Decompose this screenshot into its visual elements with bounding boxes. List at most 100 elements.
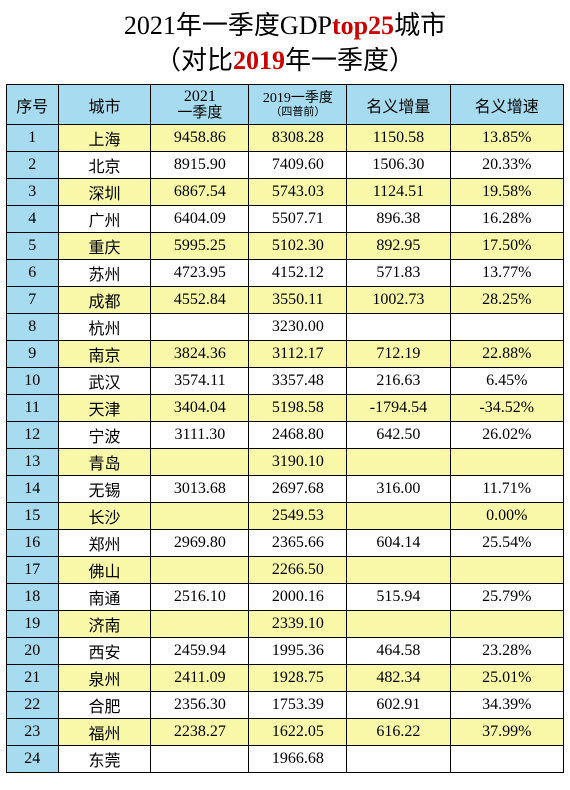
cell-city: 西安 <box>58 638 151 665</box>
table-row: 12宁波3111.302468.80642.5026.02% <box>7 422 564 449</box>
cell-city: 深圳 <box>58 179 151 206</box>
cell-rate: -34.52% <box>450 395 564 422</box>
cell-inc: 482.34 <box>347 665 450 692</box>
cell-city: 无锡 <box>58 476 151 503</box>
cell-inc: 515.94 <box>347 584 450 611</box>
cell-city: 福州 <box>58 719 151 746</box>
cell-idx: 18 <box>7 584 59 611</box>
table-row: 15长沙2549.530.00% <box>7 503 564 530</box>
cell-inc: 616.22 <box>347 719 450 746</box>
cell-q2019: 5507.71 <box>249 206 347 233</box>
table-row: 23福州2238.271622.05616.2237.99% <box>7 719 564 746</box>
cell-q2019: 3112.17 <box>249 341 347 368</box>
cell-city: 东莞 <box>58 746 151 773</box>
table-row: 17佛山2266.50 <box>7 557 564 584</box>
title-1-accent: top25 <box>332 11 394 40</box>
cell-rate: 25.54% <box>450 530 564 557</box>
cell-idx: 13 <box>7 449 59 476</box>
cell-q2021 <box>151 557 249 584</box>
cell-city: 宁波 <box>58 422 151 449</box>
cell-city: 泉州 <box>58 665 151 692</box>
cell-rate: 16.28% <box>450 206 564 233</box>
table-row: 7成都4552.843550.111002.7328.25% <box>7 287 564 314</box>
cell-inc <box>347 746 450 773</box>
cell-city: 北京 <box>58 152 151 179</box>
table-row: 21泉州2411.091928.75482.3425.01% <box>7 665 564 692</box>
cell-q2019: 2549.53 <box>249 503 347 530</box>
table-row: 18南通2516.102000.16515.9425.79% <box>7 584 564 611</box>
cell-q2019: 7409.60 <box>249 152 347 179</box>
cell-inc: 604.14 <box>347 530 450 557</box>
cell-rate: 22.88% <box>450 341 564 368</box>
cell-rate: 25.79% <box>450 584 564 611</box>
cell-inc: 892.95 <box>347 233 450 260</box>
cell-q2021: 8915.90 <box>151 152 249 179</box>
cell-inc: 1124.51 <box>347 179 450 206</box>
cell-q2021 <box>151 611 249 638</box>
cell-inc: -1794.54 <box>347 395 450 422</box>
cell-rate <box>450 746 564 773</box>
cell-q2021: 2969.80 <box>151 530 249 557</box>
cell-rate: 13.77% <box>450 260 564 287</box>
cell-idx: 10 <box>7 368 59 395</box>
col-header-rate: 名义增速 <box>450 85 564 125</box>
cell-city: 青岛 <box>58 449 151 476</box>
table-row: 3深圳6867.545743.031124.5119.58% <box>7 179 564 206</box>
cell-q2019: 2468.80 <box>249 422 347 449</box>
cell-q2021: 2411.09 <box>151 665 249 692</box>
cell-q2019: 1928.75 <box>249 665 347 692</box>
cell-q2021: 9458.86 <box>151 125 249 152</box>
cell-inc <box>347 314 450 341</box>
cell-rate: 0.00% <box>450 503 564 530</box>
table-row: 2北京8915.907409.601506.3020.33% <box>7 152 564 179</box>
col-header-inc: 名义增量 <box>347 85 450 125</box>
cell-inc <box>347 611 450 638</box>
cell-idx: 3 <box>7 179 59 206</box>
cell-q2021: 3574.11 <box>151 368 249 395</box>
table-row: 4广州6404.095507.71896.3816.28% <box>7 206 564 233</box>
cell-idx: 17 <box>7 557 59 584</box>
cell-inc: 1506.30 <box>347 152 450 179</box>
cell-rate: 34.39% <box>450 692 564 719</box>
cell-idx: 15 <box>7 503 59 530</box>
cell-rate: 17.50% <box>450 233 564 260</box>
table-header: 序号城市2021一季度2019一季度（四普前）名义增量名义增速 <box>7 85 564 125</box>
table-row: 22合肥2356.301753.39602.9134.39% <box>7 692 564 719</box>
cell-rate: 25.01% <box>450 665 564 692</box>
table-row: 19济南2339.10 <box>7 611 564 638</box>
cell-q2021 <box>151 314 249 341</box>
table-row: 16郑州2969.802365.66604.1425.54% <box>7 530 564 557</box>
cell-city: 成都 <box>58 287 151 314</box>
title-line-1: 2021年一季度GDPtop25城市 <box>6 8 564 43</box>
cell-idx: 11 <box>7 395 59 422</box>
cell-q2019: 5743.03 <box>249 179 347 206</box>
cell-idx: 2 <box>7 152 59 179</box>
cell-q2019: 2266.50 <box>249 557 347 584</box>
col-header-q2019: 2019一季度（四普前） <box>249 85 347 125</box>
cell-rate <box>450 314 564 341</box>
cell-q2021 <box>151 449 249 476</box>
cell-q2021: 4552.84 <box>151 287 249 314</box>
cell-city: 广州 <box>58 206 151 233</box>
table-row: 9南京3824.363112.17712.1922.88% <box>7 341 564 368</box>
cell-inc: 602.91 <box>347 692 450 719</box>
cell-inc: 571.83 <box>347 260 450 287</box>
cell-rate: 23.28% <box>450 638 564 665</box>
col-2019-sub: （四普前） <box>251 106 344 118</box>
title-line-2: （对比2019年一季度） <box>6 43 564 78</box>
page-title: 2021年一季度GDPtop25城市 （对比2019年一季度） <box>6 8 564 78</box>
cell-city: 杭州 <box>58 314 151 341</box>
cell-q2019: 3190.10 <box>249 449 347 476</box>
cell-city: 天津 <box>58 395 151 422</box>
cell-city: 重庆 <box>58 233 151 260</box>
table-row: 10武汉3574.113357.48216.636.45% <box>7 368 564 395</box>
cell-q2021: 6404.09 <box>151 206 249 233</box>
title-1-prefix: 2021年一季度GDP <box>124 11 332 40</box>
title-2-suffix: 年一季度） <box>285 46 415 75</box>
cell-q2019: 2697.68 <box>249 476 347 503</box>
cell-q2019: 3550.11 <box>249 287 347 314</box>
title-2-prefix: （对比 <box>155 46 233 75</box>
table-row: 8杭州3230.00 <box>7 314 564 341</box>
table-row: 20西安2459.941995.36464.5823.28% <box>7 638 564 665</box>
cell-q2019: 2365.66 <box>249 530 347 557</box>
